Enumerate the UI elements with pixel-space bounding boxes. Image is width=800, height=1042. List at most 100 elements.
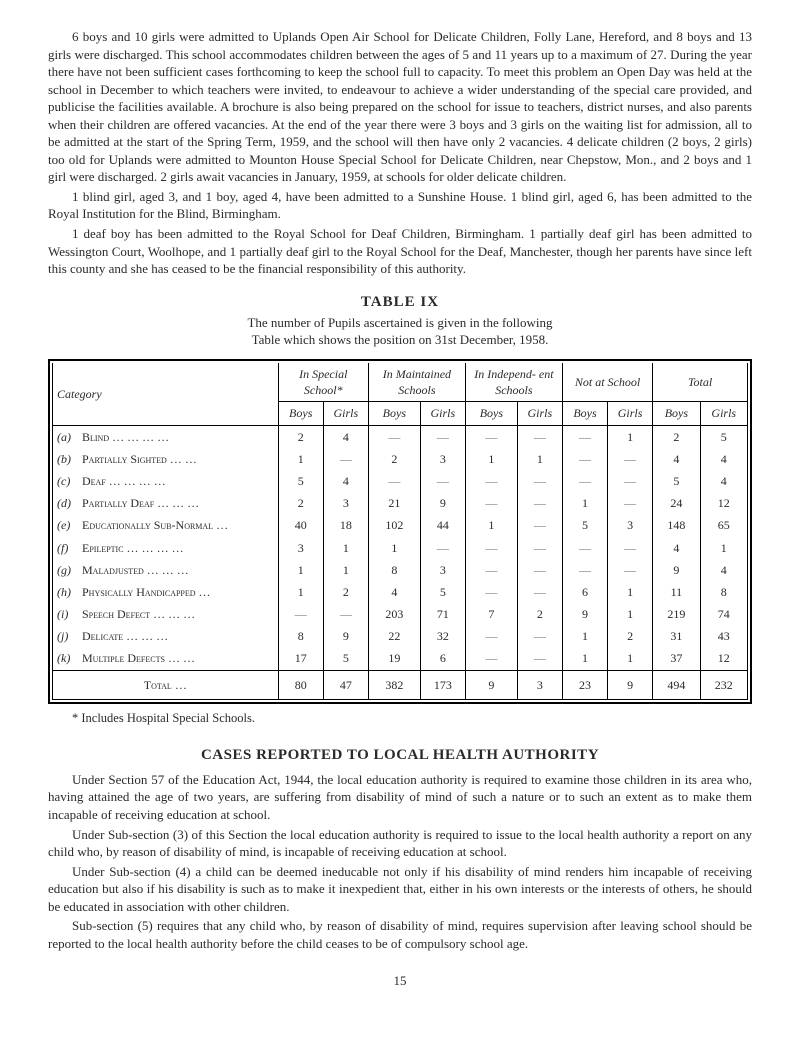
cell-value: 9 [465,670,517,699]
cell-value: — [517,514,562,536]
cell-value: — [517,559,562,581]
cell-value: — [517,492,562,514]
cell-value: 3 [323,492,368,514]
cell-value: 71 [420,603,465,625]
cell-value: 1 [368,537,420,559]
cell-value: — [517,470,562,492]
cell-value: — [420,470,465,492]
row-category: (i) Speech Defect … … … [53,603,279,625]
cell-value: 232 [700,670,747,699]
row-category: (b) Partially Sighted … … [53,448,279,470]
cell-value: 5 [653,470,700,492]
cell-value: 65 [700,514,747,536]
cell-value: 382 [368,670,420,699]
cell-value: 24 [653,492,700,514]
col-header: In Maintained Schools [368,363,465,402]
body-paragraph: Under Sub-section (4) a child can be dee… [48,863,752,916]
cell-value: 1 [278,581,323,603]
cell-value: — [562,559,607,581]
cell-value: 219 [653,603,700,625]
cell-value: — [465,647,517,670]
cell-value: — [465,537,517,559]
cell-value: 8 [368,559,420,581]
cell-value: 74 [700,603,747,625]
cell-value: 9 [323,625,368,647]
cell-value: 1 [700,537,747,559]
body-paragraph: 1 blind girl, aged 3, and 1 boy, aged 4,… [48,188,752,223]
cell-value: — [562,425,607,448]
cell-value: 80 [278,670,323,699]
cell-value: 19 [368,647,420,670]
cell-value: 2 [653,425,700,448]
cell-value: 18 [323,514,368,536]
cell-value: 203 [368,603,420,625]
col-subheader: Boys [562,402,607,425]
body-paragraph: Under Sub-section (3) of this Section th… [48,826,752,861]
cell-value: 5 [700,425,747,448]
cell-value: 2 [278,492,323,514]
cell-value: 37 [653,647,700,670]
table-row: (i) Speech Defect … … …——20371729121974 [53,603,748,625]
cell-value: 12 [700,647,747,670]
cell-value: 5 [278,470,323,492]
row-category: (g) Maladjusted … … … [53,559,279,581]
cell-value: 47 [323,670,368,699]
cell-value: 5 [323,647,368,670]
cell-value: 3 [420,448,465,470]
cell-value: 1 [278,559,323,581]
col-header-category: Category [53,363,279,425]
total-label: Total … [53,670,279,699]
col-subheader: Boys [368,402,420,425]
table-caption: The number of Pupils ascertained is give… [48,314,752,332]
cell-value: — [465,425,517,448]
cell-value: 8 [700,581,747,603]
cell-value: — [465,492,517,514]
cell-value: 1 [278,448,323,470]
cell-value: 102 [368,514,420,536]
cell-value: 22 [368,625,420,647]
cell-value: 1 [608,425,653,448]
cell-value: 2 [608,625,653,647]
cell-value: — [465,470,517,492]
cell-value: — [420,425,465,448]
cell-value: 4 [700,448,747,470]
col-header: Total [653,363,748,402]
table-row: (f) Epileptic … … … …311—————41 [53,537,748,559]
cell-value: 8 [278,625,323,647]
table-body: (a) Blind … … … …24—————125(b) Partially… [53,425,748,699]
cell-value: 4 [653,537,700,559]
cell-value: 1 [608,581,653,603]
cell-value: — [278,603,323,625]
col-subheader: Girls [323,402,368,425]
cell-value: 1 [608,647,653,670]
col-header: In Special School* [278,363,368,402]
col-header: Not at School [562,363,652,402]
cell-value: 32 [420,625,465,647]
cell-value: 1 [608,603,653,625]
col-subheader: Girls [608,402,653,425]
cell-value: — [368,470,420,492]
body-paragraph: Under Section 57 of the Education Act, 1… [48,771,752,824]
row-category: (c) Deaf … … … … [53,470,279,492]
cell-value: 4 [368,581,420,603]
cell-value: 1 [465,514,517,536]
cell-value: — [608,448,653,470]
page-number: 15 [48,972,752,990]
table-row: (g) Maladjusted … … …1183————94 [53,559,748,581]
cell-value: 4 [323,425,368,448]
table-row: (h) Physically Handicapped …1245——61118 [53,581,748,603]
row-category: (d) Partially Deaf … … … [53,492,279,514]
cell-value: — [323,448,368,470]
cell-value: — [465,581,517,603]
cell-value: 23 [562,670,607,699]
cell-value: — [368,425,420,448]
section-heading: CASES REPORTED TO LOCAL HEALTH AUTHORITY [48,745,752,765]
table-row: (c) Deaf … … … …54——————54 [53,470,748,492]
body-paragraph: Sub-section (5) requires that any child … [48,917,752,952]
cell-value: 21 [368,492,420,514]
cell-value: 4 [700,559,747,581]
col-subheader: Boys [653,402,700,425]
col-subheader: Boys [278,402,323,425]
cell-value: — [517,581,562,603]
cell-value: 494 [653,670,700,699]
